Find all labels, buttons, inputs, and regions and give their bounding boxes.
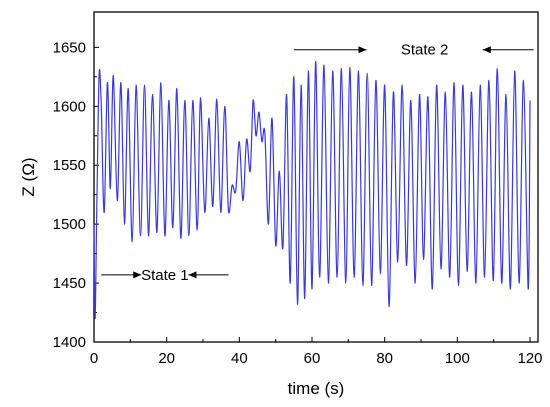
annotations: State 1 State 2 — [101, 42, 534, 284]
y-axis: 1400 1450 1500 1550 1600 1650 — [53, 39, 99, 351]
x-tick-label: 0 — [90, 350, 98, 367]
x-axis-title: time (s) — [288, 379, 345, 398]
x-tick-label: 20 — [158, 350, 175, 367]
y-tick-label: 1500 — [53, 216, 86, 233]
annotation-label: State 1 — [141, 267, 189, 284]
annotation-arrow-head — [133, 271, 142, 279]
annotation-label: State 2 — [401, 42, 449, 59]
annotation-arrow-head — [358, 46, 367, 54]
x-tick-label: 40 — [231, 350, 248, 367]
x-axis: 0 20 40 60 80 100 120 — [90, 337, 543, 367]
y-tick-label: 1600 — [53, 98, 86, 115]
y-axis-title: Z (Ω) — [19, 157, 38, 196]
x-tick-label: 80 — [376, 350, 393, 367]
annotation-arrow-head — [188, 271, 197, 279]
x-tick-label: 60 — [304, 350, 321, 367]
y-tick-label: 1550 — [53, 157, 86, 174]
x-tick-label: 120 — [517, 350, 542, 367]
x-tick-label: 100 — [445, 350, 470, 367]
plot-frame — [93, 11, 539, 343]
series-line — [93, 60, 531, 320]
y-tick-label: 1450 — [53, 275, 86, 292]
y-tick-label: 1400 — [53, 334, 86, 351]
annotation-arrow-head — [482, 46, 491, 54]
y-tick-label: 1650 — [53, 39, 86, 56]
